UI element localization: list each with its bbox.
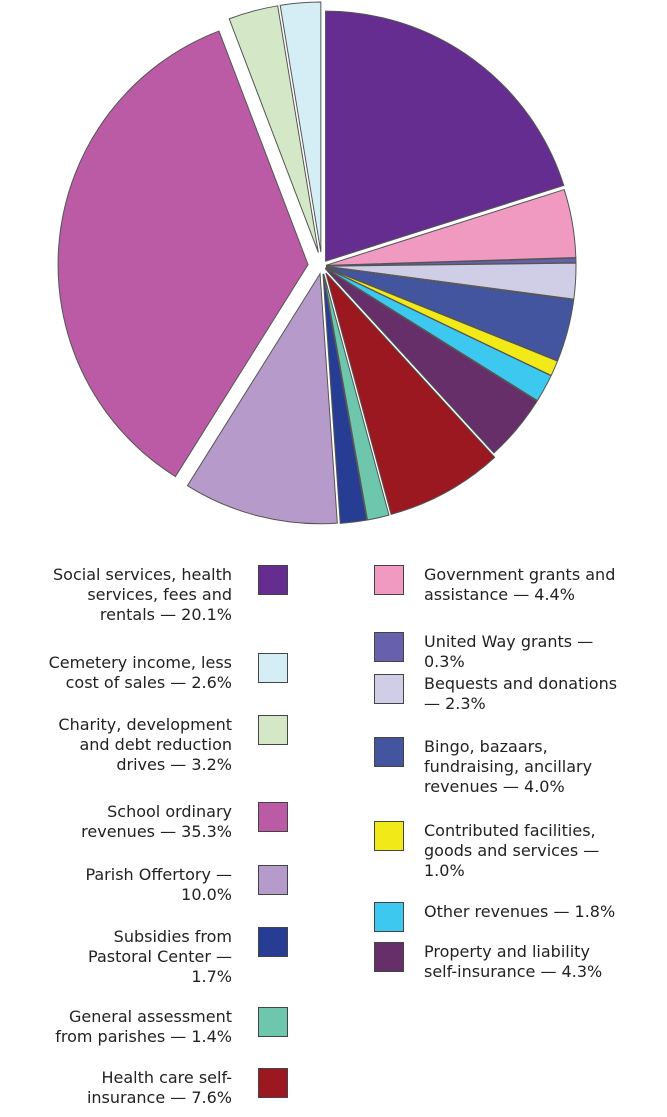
legend-label: Charity, development and debt reduction …: [58, 715, 232, 774]
legend-label: School ordinary revenues — 35.3%: [81, 802, 232, 841]
pie-slice: Property and liability self-insurance — …: [324, 268, 538, 454]
legend-label: Bequests and donations — 2.3%: [424, 674, 618, 713]
legend-item: United Way grants — 0.3%: [374, 632, 667, 672]
legend-item: Bequests and donations — 2.3%: [374, 674, 667, 714]
pie-slice: Parish Offertory — 10.0%: [186, 272, 338, 525]
legend-item: Bingo, bazaars, fundraising, ancillary r…: [374, 737, 667, 797]
legend-swatch: [374, 942, 404, 972]
legend-label: General assessment from parishes — 1.4%: [55, 1007, 232, 1046]
pie-chart: Social services, health services, fees a…: [57, 1, 577, 525]
pie-slice: Cemetery income, less cost of sales — 2.…: [279, 1, 322, 253]
pie-slice: Social services, health services, fees a…: [325, 10, 565, 262]
pie-slice: Government grants and assistance — 4.4%: [325, 188, 577, 266]
legend-item: Cemetery income, less cost of sales — 2.…: [0, 653, 288, 693]
pie-slice: Charity, development and debt reduction …: [228, 5, 319, 253]
pie-slice: Bingo, bazaars, fundraising, ancillary r…: [325, 266, 575, 362]
legend-label: Parish Offertory — 10.0%: [85, 865, 232, 904]
legend-swatch: [258, 1068, 288, 1098]
legend-item: Charity, development and debt reduction …: [0, 715, 288, 775]
legend-swatch: [374, 632, 404, 662]
legend-label: Health care self- insurance — 7.6%: [86, 1068, 232, 1107]
legend-swatch: [374, 902, 404, 932]
legend-swatch: [258, 715, 288, 745]
legend-swatch: [258, 865, 288, 895]
legend-swatch: [258, 1007, 288, 1037]
legend-swatch: [374, 821, 404, 851]
legend-label: Social services, health services, fees a…: [53, 565, 232, 624]
legend-swatch: [258, 802, 288, 832]
pie-slice: Subsidies from Pastoral Center — 1.7%: [322, 273, 368, 524]
legend-label: Government grants and assistance — 4.4%: [424, 565, 616, 604]
legend-item: Contributed facilities, goods and servic…: [374, 821, 667, 881]
legend-item: Social services, health services, fees a…: [0, 565, 288, 625]
legend-swatch: [374, 674, 404, 704]
legend-swatch: [258, 653, 288, 683]
legend-label: United Way grants — 0.3%: [424, 632, 594, 671]
legend-label: Contributed facilities, goods and servic…: [424, 821, 600, 880]
legend-label: Other revenues — 1.8%: [424, 902, 616, 921]
legend-item: School ordinary revenues — 35.3%: [0, 802, 288, 842]
legend-label: Cemetery income, less cost of sales — 2.…: [48, 653, 232, 692]
legend-item: Property and liability self-insurance — …: [374, 942, 667, 982]
legend-item: Government grants and assistance — 4.4%: [374, 565, 667, 605]
legend-swatch: [374, 737, 404, 767]
legend-swatch: [258, 565, 288, 595]
pie-slice: Bequests and donations — 2.3%: [325, 262, 577, 300]
legend-label: Bingo, bazaars, fundraising, ancillary r…: [424, 737, 593, 796]
legend-item: General assessment from parishes — 1.4%: [0, 1007, 288, 1047]
pie-slice: Health care self-insurance — 7.6%: [325, 272, 496, 515]
legend-swatch: [258, 927, 288, 957]
legend-item: Parish Offertory — 10.0%: [0, 865, 288, 905]
legend-label: Subsidies from Pastoral Center — 1.7%: [88, 927, 232, 986]
pie-slice: School ordinary revenues — 35.3%: [57, 30, 309, 478]
pie-slice: Other revenues — 1.8%: [325, 267, 552, 402]
pie-slice: General assessment from parishes — 1.4%: [323, 273, 390, 521]
legend-label: Property and liability self-insurance — …: [424, 942, 603, 981]
legend-item: Subsidies from Pastoral Center — 1.7%: [0, 927, 288, 987]
legend-item: Other revenues — 1.8%: [374, 902, 667, 932]
legend-item: Health care self- insurance — 7.6%: [0, 1068, 288, 1108]
legend-swatch: [374, 565, 404, 595]
